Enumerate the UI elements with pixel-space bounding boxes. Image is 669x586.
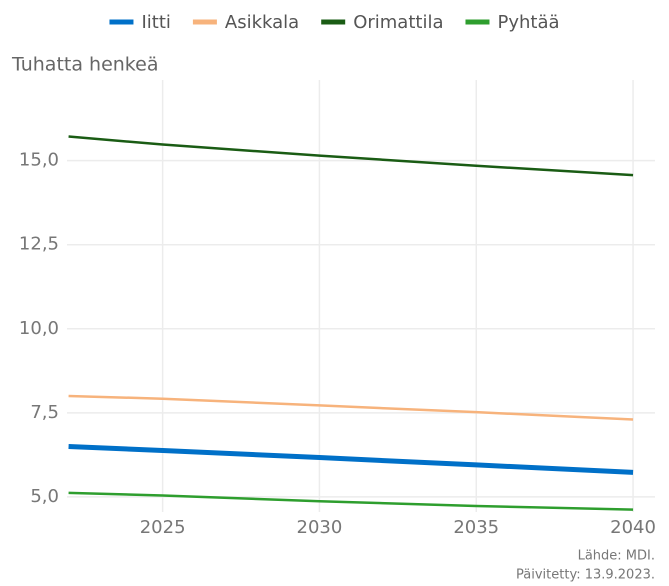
legend-label: Asikkala [225, 12, 299, 33]
legend: Iitti Asikkala Orimattila Pyhtää [109, 12, 560, 33]
y-tick-label: 15,0 [19, 150, 59, 171]
y-tick-label: 5,0 [30, 486, 59, 507]
updated: Päivitetty: 13.9.2023. [516, 568, 655, 583]
x-tick-label: 2040 [610, 517, 656, 538]
line [68, 394, 634, 421]
line [68, 443, 634, 475]
y-tick-label: 10,0 [19, 318, 59, 339]
y-axis-label: Tuhatta henkeä [11, 54, 158, 76]
x-tick-label: 2025 [140, 517, 186, 538]
x-tick-label: 2035 [453, 517, 499, 538]
line [68, 135, 634, 177]
y-tick-label: 12,5 [19, 234, 59, 255]
source: Lähde: MDI. [578, 549, 655, 564]
x-tick-label: 2030 [297, 517, 343, 538]
legend-label: Orimattila [353, 12, 443, 33]
legend-label: Iitti [141, 12, 170, 33]
y-tick-label: 7,5 [30, 402, 59, 423]
line [68, 491, 634, 511]
legend-label: Pyhtää [497, 12, 559, 33]
